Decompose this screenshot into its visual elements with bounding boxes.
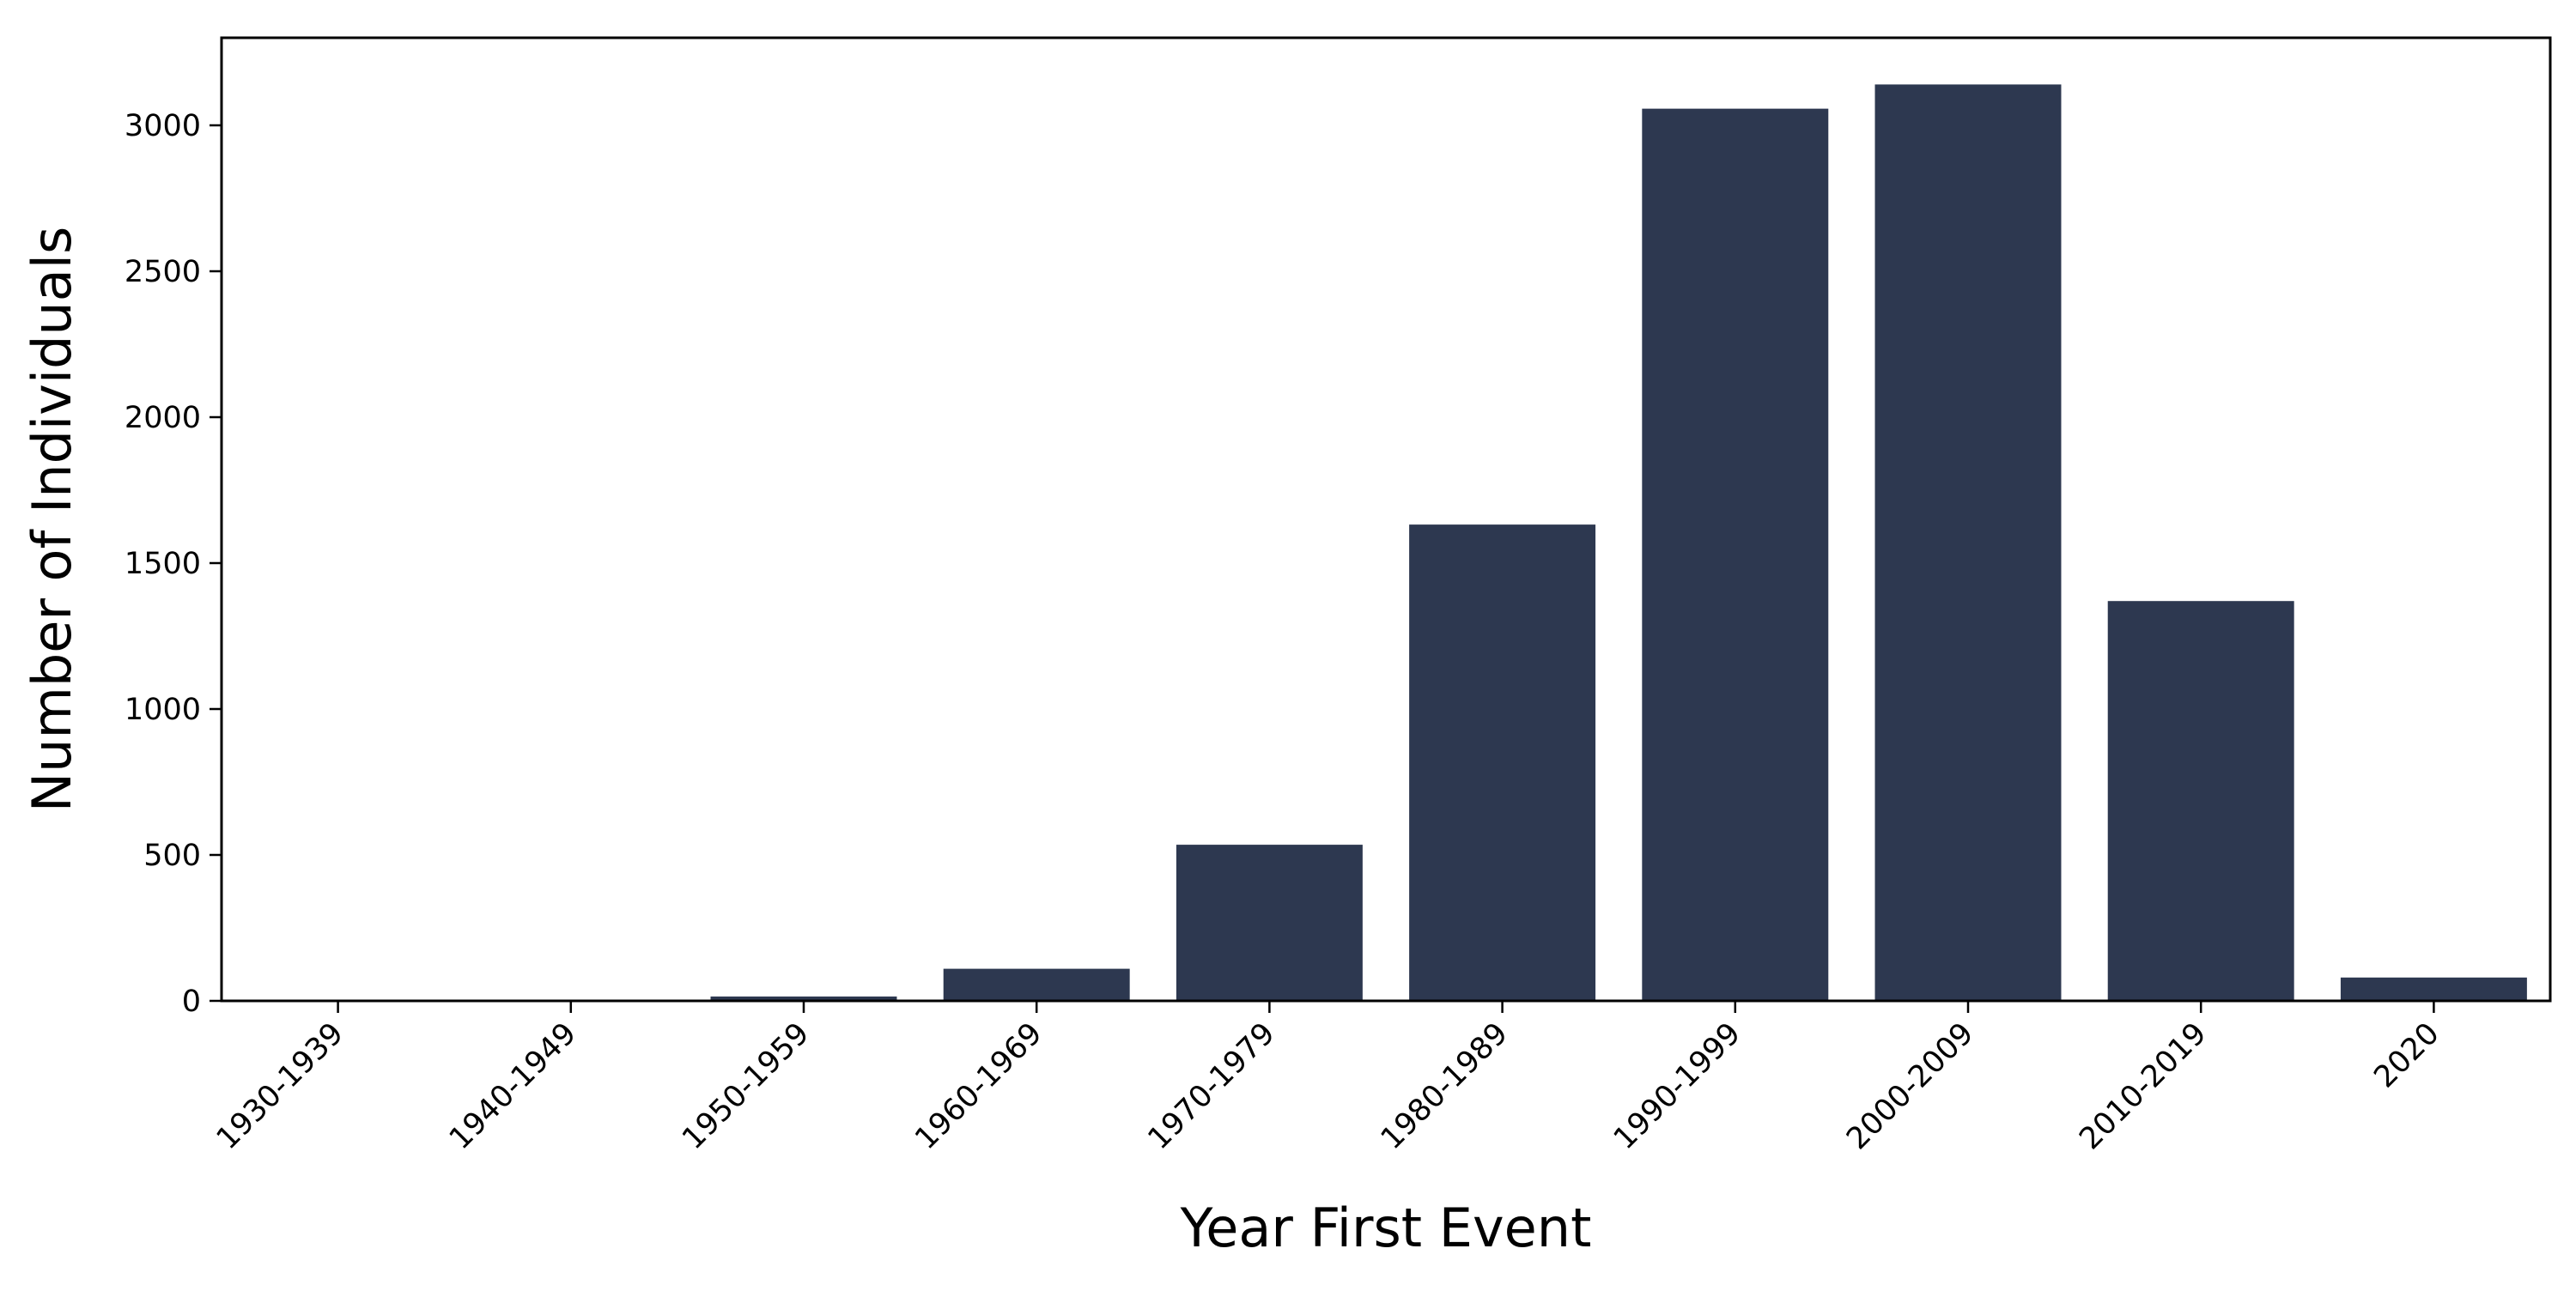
bars-group <box>245 84 2527 1002</box>
bar-1980-1989 <box>1409 524 1596 1001</box>
x-tick-label: 2020 <box>2367 1016 2445 1094</box>
y-tick-label: 1500 <box>125 547 201 581</box>
x-tick-label: 1950-1959 <box>676 1016 816 1156</box>
bar-1960-1969 <box>943 968 1130 1001</box>
bar-2010-2019 <box>2107 601 2294 1001</box>
bar-1970-1979 <box>1176 845 1363 1001</box>
x-axis: 1930-1939 1940-1949 1950-1959 1960-1969 1970… <box>210 1001 2446 1156</box>
bar-1950-1959 <box>710 996 897 1001</box>
x-axis-title: Year First Event <box>1180 1197 1592 1259</box>
x-tick-label: 1970-1979 <box>1142 1016 1282 1156</box>
x-tick-label: 2000-2009 <box>1840 1016 1980 1156</box>
x-tick-label: 1930-1939 <box>210 1016 350 1156</box>
bar-2020 <box>2340 977 2527 1001</box>
x-tick-label: 2010-2019 <box>2073 1016 2213 1156</box>
x-tick-label: 1940-1949 <box>443 1016 583 1156</box>
bar-2000-2009 <box>1874 84 2062 1001</box>
plot-frame <box>220 36 2552 1003</box>
y-tick-label: 0 <box>182 985 201 1019</box>
y-tick-label: 2000 <box>125 401 201 435</box>
y-tick-label: 1000 <box>125 693 201 727</box>
y-tick-label: 2500 <box>125 255 201 289</box>
x-tick-label: 1990-1999 <box>1607 1016 1747 1156</box>
y-tick-label: 500 <box>143 839 201 873</box>
y-axis-title: Number of Individuals <box>21 227 83 812</box>
x-tick-label: 1980-1989 <box>1375 1016 1515 1156</box>
y-axis: 0 500 1000 1500 2000 2500 3000 <box>125 109 222 1019</box>
bar-1990-1999 <box>1642 108 1829 1002</box>
x-tick-label: 1960-1969 <box>908 1016 1048 1156</box>
y-tick-label: 3000 <box>125 109 201 143</box>
